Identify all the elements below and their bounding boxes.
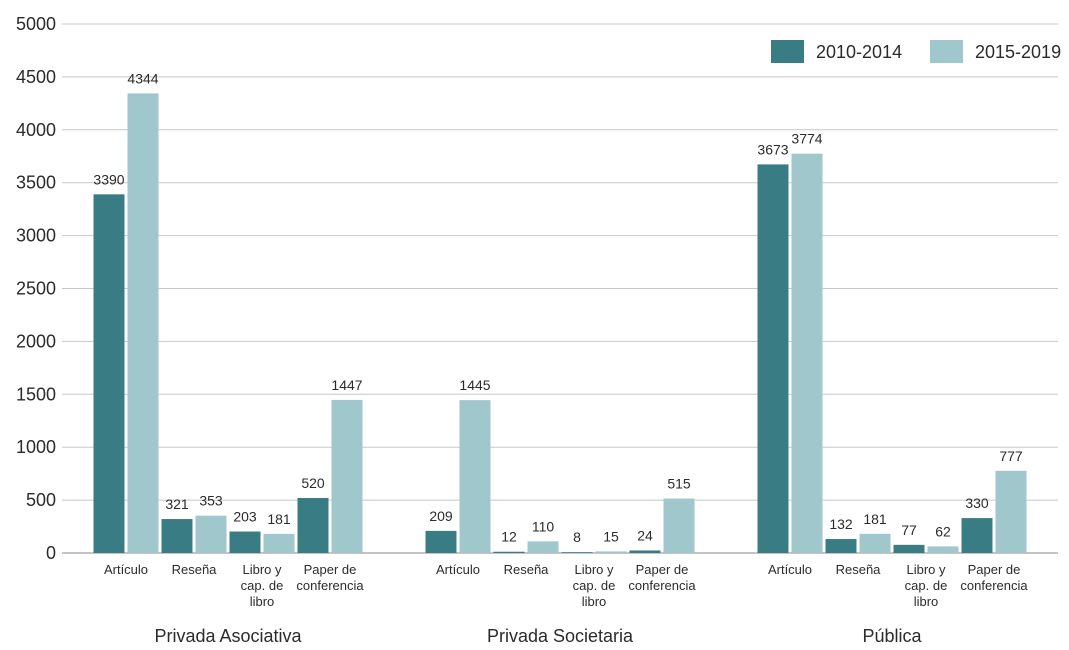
bar [93, 194, 125, 553]
category-label: Reseña [504, 562, 550, 577]
data-label: 181 [267, 511, 291, 527]
bar [859, 533, 891, 553]
bar [561, 552, 593, 553]
data-label: 1447 [331, 377, 362, 393]
category-label: Libro y cap. de libro [573, 562, 616, 609]
bar [893, 544, 925, 553]
data-label: 203 [233, 509, 257, 525]
bar [493, 551, 525, 553]
y-tick-label: 0 [46, 543, 56, 563]
bar [825, 539, 857, 553]
data-label: 77 [901, 522, 917, 538]
y-tick-label: 2500 [16, 279, 56, 299]
bar [127, 93, 159, 554]
bar [595, 551, 627, 553]
group-label: Pública [862, 626, 922, 646]
bar [263, 533, 295, 553]
y-tick-label: 1500 [16, 384, 56, 404]
category-label: Reseña [172, 562, 218, 577]
y-tick-label: 3500 [16, 173, 56, 193]
bar [527, 541, 559, 553]
data-label: 4344 [127, 70, 158, 86]
legend: 2010-2014 2015-2019 [771, 40, 1061, 63]
bar [297, 497, 329, 553]
y-tick-label: 500 [26, 490, 56, 510]
data-label: 520 [301, 475, 325, 491]
bar [663, 498, 695, 553]
data-label: 181 [863, 511, 887, 527]
bar [331, 399, 363, 553]
data-label: 321 [165, 496, 189, 512]
category-label: Paper de conferencia [296, 562, 364, 593]
category-label: Artículo [104, 562, 148, 577]
data-label: 330 [965, 495, 989, 511]
category-label: Artículo [436, 562, 480, 577]
data-label: 12 [501, 529, 517, 545]
value-labels: 3390 4344 321 353 203 181 520 1447 209 1445 12 110 8… [93, 70, 1022, 545]
data-label: 209 [429, 508, 453, 524]
bar [927, 546, 959, 553]
data-label: 3774 [791, 131, 822, 147]
x-axis: Artículo Reseña Libro y cap. de libro Paper d… [104, 562, 1028, 646]
bar [161, 519, 193, 553]
bar [791, 153, 823, 553]
data-label: 1445 [459, 377, 490, 393]
y-tick-label: 5000 [16, 14, 56, 34]
bar [961, 518, 993, 553]
bar [425, 530, 457, 553]
data-label: 3673 [757, 141, 788, 157]
y-tick-label: 2000 [16, 331, 56, 351]
data-label: 353 [199, 493, 223, 509]
legend-label: 2015-2019 [975, 42, 1061, 62]
bars [93, 93, 1027, 554]
data-label: 24 [637, 527, 653, 543]
group-label: Privada Asociativa [154, 626, 302, 646]
category-label: Paper de conferencia [960, 562, 1028, 593]
bar [195, 515, 227, 553]
y-axis: 0 500 1000 1500 2000 2500 3000 3500 4000 4500 5000 [16, 14, 56, 563]
bar [459, 400, 491, 553]
legend-swatch [771, 40, 804, 63]
y-tick-label: 4000 [16, 120, 56, 140]
bar [995, 470, 1027, 553]
data-label: 515 [667, 476, 691, 492]
data-label: 110 [532, 518, 555, 534]
data-label: 15 [603, 528, 619, 544]
category-label: Paper de conferencia [628, 562, 696, 593]
data-label: 62 [935, 523, 951, 539]
gridlines [62, 23, 1058, 554]
y-tick-label: 4500 [16, 67, 56, 87]
data-label: 777 [999, 448, 1023, 464]
legend-label: 2010-2014 [816, 42, 902, 62]
y-tick-label: 1000 [16, 437, 56, 457]
bar [229, 531, 261, 553]
bar [629, 550, 661, 553]
category-label: Libro y cap. de libro [241, 562, 284, 609]
bar [757, 164, 789, 553]
category-label: Reseña [836, 562, 882, 577]
category-label: Libro y cap. de libro [905, 562, 948, 609]
data-label: 132 [829, 516, 853, 532]
data-label: 3390 [93, 171, 124, 187]
category-label: Artículo [768, 562, 812, 577]
y-tick-label: 3000 [16, 226, 56, 246]
data-label: 8 [573, 529, 581, 545]
legend-swatch [930, 40, 963, 63]
group-label: Privada Societaria [487, 626, 634, 646]
